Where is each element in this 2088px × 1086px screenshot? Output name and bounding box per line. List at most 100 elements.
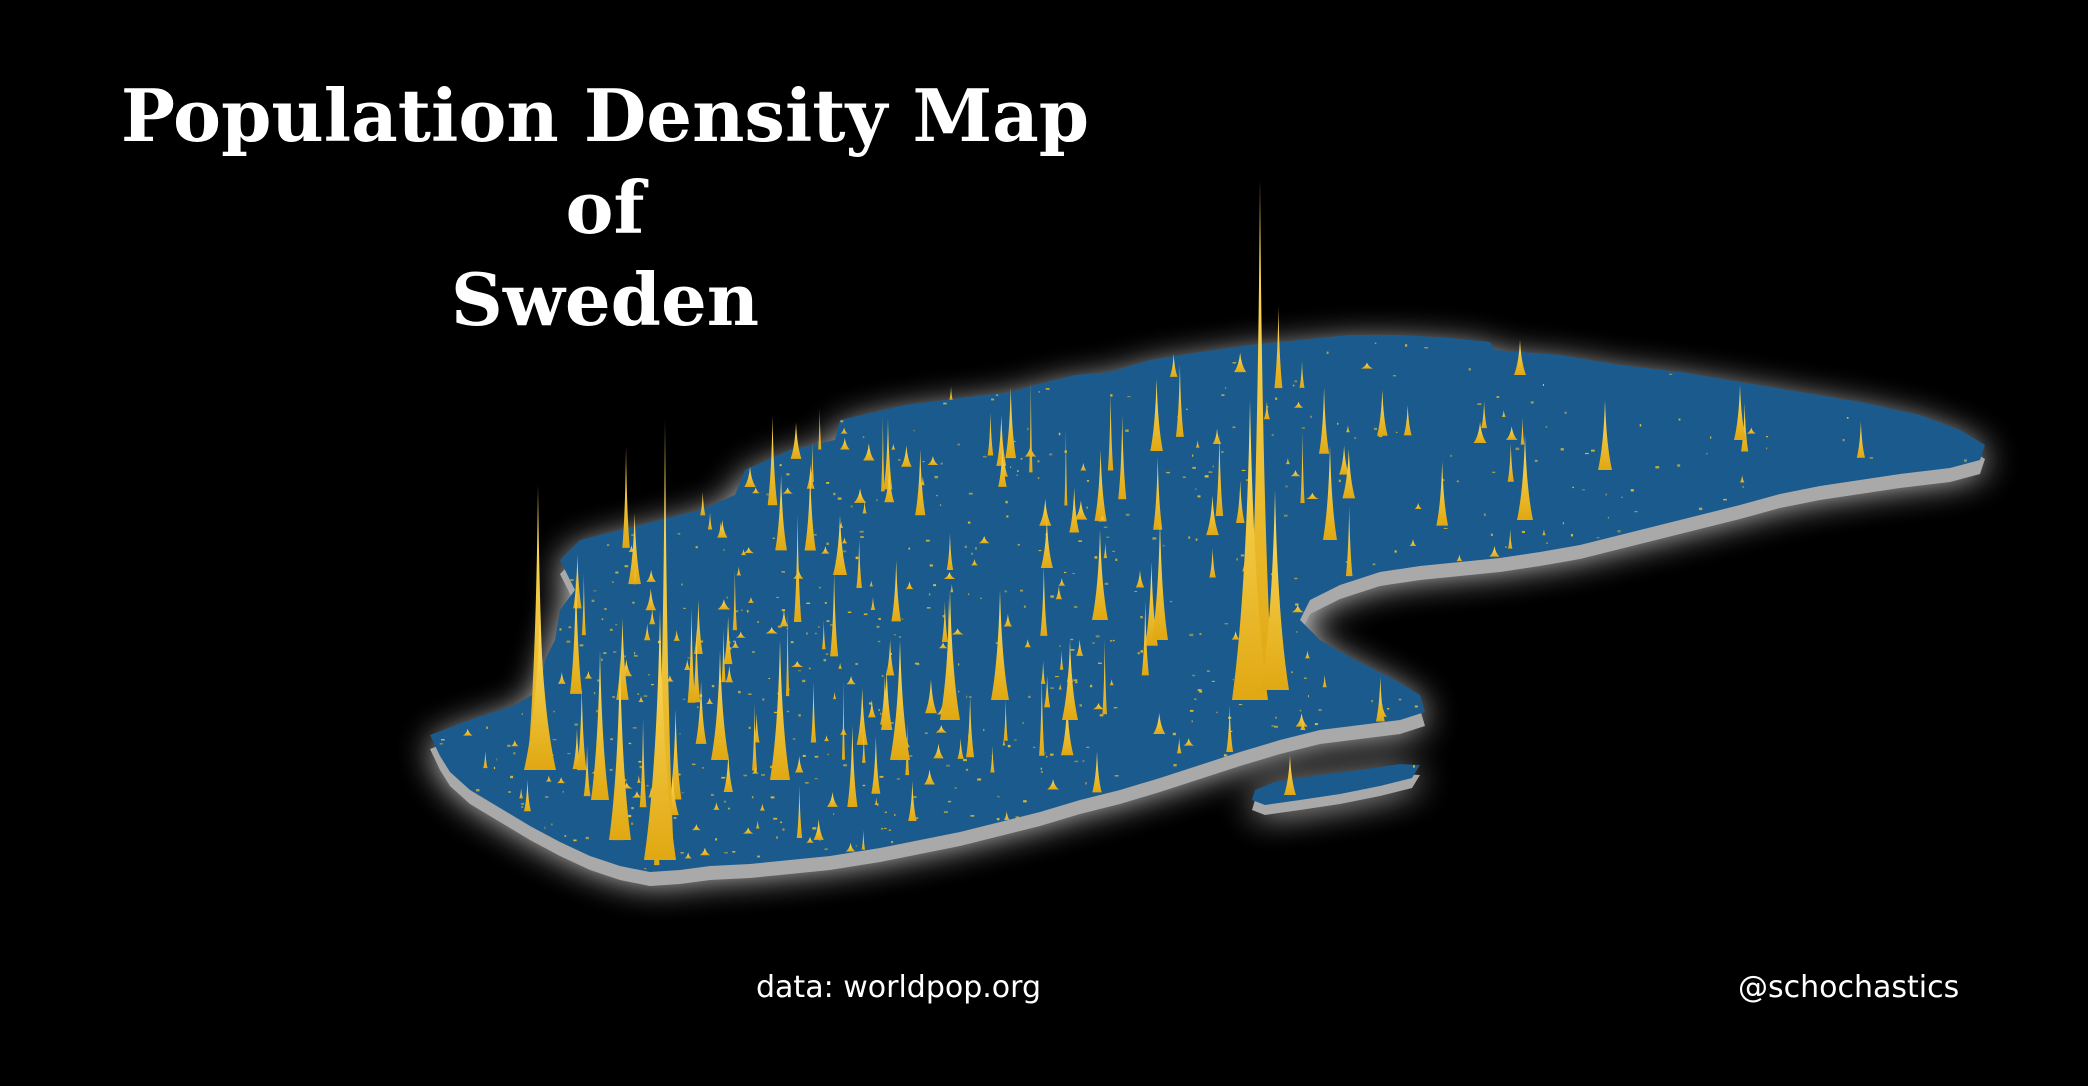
density-speckle [544,826,546,829]
density-speckle [1098,662,1102,664]
density-spike [818,408,822,450]
density-speckle [792,738,796,740]
density-speckle [825,653,829,655]
density-speckle [585,836,589,840]
density-speckle [496,758,498,761]
density-speckle [638,760,642,763]
density-speckle [776,836,778,839]
density-speckle [695,546,698,549]
density-spike [556,777,566,784]
density-speckle [597,679,601,682]
density-spike [1153,712,1166,735]
density-spike [791,660,804,668]
density-spike [1508,529,1513,549]
density-speckle [1496,396,1500,398]
density-spike [637,775,641,783]
density-speckle [884,811,887,814]
density-speckle [983,728,985,732]
density-speckle [893,634,896,636]
density-speckle [1766,447,1768,450]
density-speckle [968,593,970,595]
density-speckle [1023,800,1027,803]
density-speckle [729,647,732,650]
density-speckle [566,640,571,643]
density-speckle [552,739,557,741]
density-speckle [1442,479,1445,482]
density-speckle [1013,739,1017,741]
density-spike [935,725,947,733]
density-speckle [1197,495,1201,498]
density-speckle [963,758,967,762]
density-speckle [644,868,647,870]
density-spike [785,608,790,697]
title-line-3: Sweden [450,257,760,342]
density-spike [1058,683,1062,690]
density-speckle [818,626,820,628]
density-speckle [814,778,818,780]
density-spike [711,650,729,760]
density-spike [691,824,701,831]
density-speckle [855,663,858,665]
density-speckle [802,679,806,683]
density-spike [1295,713,1308,727]
density-spike [1118,415,1127,500]
density-speckle [774,711,778,714]
density-spike [645,588,657,611]
density-speckle [924,732,928,734]
density-speckle [1292,384,1295,387]
density-spike [1542,529,1546,536]
density-speckle [1271,725,1275,727]
density-speckle [1189,709,1194,712]
density-speckle [894,814,896,816]
density-speckle [486,726,488,729]
density-spike [731,640,740,648]
density-speckle [521,802,525,805]
density-speckle [947,800,952,803]
density-spike [795,755,804,773]
density-spike [1094,449,1107,521]
density-spike [767,415,778,506]
density-speckle [606,544,610,546]
density-speckle [782,828,785,831]
density-speckle [1710,436,1712,439]
density-spike [1319,387,1330,454]
density-speckle [724,852,728,854]
density-speckle [913,796,917,798]
density-spike [867,699,876,718]
density-speckle [631,807,634,810]
density-spike [721,628,726,683]
density-speckle [513,752,516,755]
density-speckle [943,811,948,813]
density-spike [1284,755,1296,795]
density-speckle [1195,488,1197,490]
density-speckle [609,628,613,631]
density-spike [905,581,914,590]
density-spike [573,554,582,609]
density-spike [1152,520,1168,640]
density-spike [1029,380,1033,473]
density-spike [847,725,858,807]
density-spike [1153,457,1163,530]
density-speckle [933,584,936,587]
density-spike [577,688,587,771]
density-speckle [975,547,977,550]
density-speckle [813,534,817,536]
density-speckle [896,778,900,780]
density-spike [1375,676,1385,722]
density-speckle [1607,516,1610,519]
density-speckle [898,459,901,461]
density-speckle [609,768,613,771]
density-speckle [1049,453,1053,456]
density-speckle [1106,536,1110,538]
density-spike [775,474,787,551]
density-spike [862,500,867,514]
density-speckle [593,692,596,695]
density-speckle [1414,705,1418,708]
density-spike [813,819,824,840]
density-speckle [877,640,881,643]
density-spike [1209,548,1216,578]
density-speckle [1605,493,1607,496]
density-speckle [1490,533,1493,536]
density-speckle [601,658,603,661]
density-speckle [610,738,613,741]
